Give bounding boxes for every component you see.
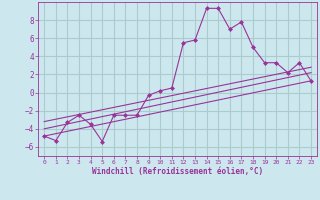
- X-axis label: Windchill (Refroidissement éolien,°C): Windchill (Refroidissement éolien,°C): [92, 167, 263, 176]
